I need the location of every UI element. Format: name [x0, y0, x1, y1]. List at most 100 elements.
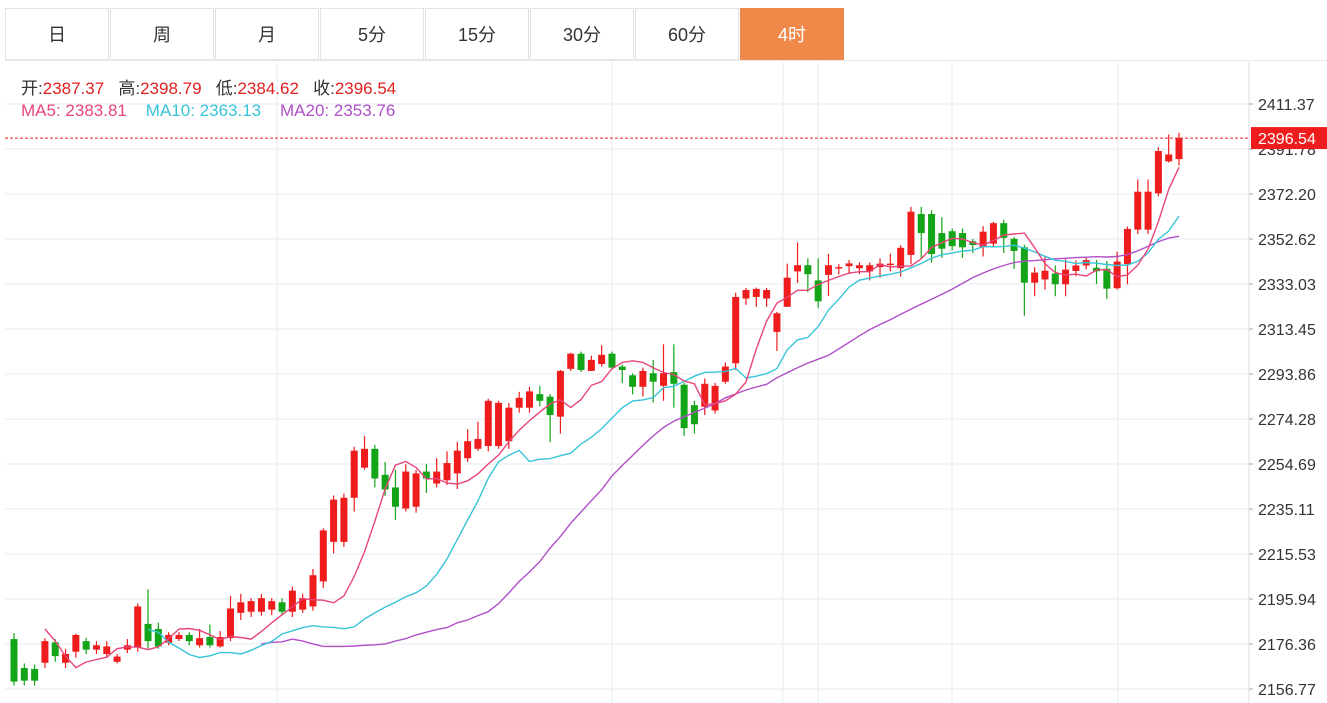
tab-5[interactable]: 30分: [530, 8, 634, 60]
candle-body: [763, 290, 771, 299]
candle-body: [804, 265, 812, 275]
candle-body: [660, 373, 668, 386]
y-tick-label: 2195.94: [1258, 592, 1316, 609]
candle-body: [505, 407, 513, 442]
candle-body: [412, 473, 420, 507]
candle-body: [206, 637, 214, 646]
tab-6[interactable]: 60分: [635, 8, 739, 60]
y-tick-label: 2352.62: [1258, 232, 1316, 249]
candle-body: [62, 654, 70, 663]
ma20-value: 2353.76: [333, 101, 396, 120]
candle-body: [989, 223, 997, 244]
last-price-label: 2396.54: [1258, 131, 1316, 148]
candle-body: [330, 499, 338, 542]
close-label: 收:: [313, 79, 335, 98]
ma5-line: [44, 167, 1180, 669]
candle-body: [464, 441, 472, 459]
y-tick-label: 2235.11: [1258, 502, 1315, 519]
candle-body: [1041, 270, 1049, 280]
candle-body: [154, 628, 162, 647]
ma10-label: MA10:: [145, 101, 195, 120]
candle-body: [928, 213, 936, 254]
candle-body: [257, 598, 265, 612]
candle-body: [979, 231, 987, 248]
candle-body: [237, 602, 245, 613]
y-tick-label: 2156.77: [1258, 682, 1316, 699]
ma20-line: [261, 235, 1180, 648]
candle-body: [639, 370, 647, 387]
candle-body: [1165, 154, 1173, 162]
tab-2[interactable]: 月: [215, 8, 319, 60]
candle-body: [381, 474, 389, 490]
candle-body: [783, 277, 791, 307]
candle-body: [742, 290, 750, 299]
candle-body: [422, 471, 430, 479]
candle-body: [185, 634, 193, 642]
tab-3[interactable]: 5分: [320, 8, 424, 60]
candle-body: [1020, 247, 1028, 283]
candle-body: [113, 656, 121, 662]
candle-body: [175, 634, 183, 640]
candle-body: [495, 402, 503, 447]
y-tick-label: 2411.37: [1258, 97, 1315, 114]
candle-body: [608, 353, 616, 368]
candle-body: [1134, 191, 1142, 230]
candle-body: [907, 211, 915, 255]
candle-body: [371, 448, 379, 479]
high-label: 高:: [118, 79, 141, 98]
candle-body: [1000, 223, 1008, 238]
tab-1[interactable]: 周: [110, 8, 214, 60]
y-tick-label: 2372.20: [1258, 187, 1316, 204]
high-value: 2398.79: [140, 79, 202, 98]
candle-body: [1031, 272, 1039, 283]
tab-0[interactable]: 日: [5, 8, 109, 60]
candle-body: [144, 623, 152, 642]
candle-body: [886, 263, 894, 266]
ohlc-readout: 开:2387.37 高:2398.79 低:2384.62 收:2396.54: [21, 74, 396, 99]
candle-body: [443, 463, 451, 481]
open-value: 2387.37: [42, 79, 105, 98]
candle-body: [453, 450, 461, 474]
candle-body: [876, 263, 884, 268]
candle-body: [340, 497, 348, 542]
ma10-line: [147, 215, 1180, 659]
tab-4[interactable]: 15分: [425, 8, 529, 60]
ma5-label: MA5:: [21, 101, 61, 120]
candle-body: [402, 471, 410, 509]
candle-body: [433, 471, 441, 484]
candle-body: [41, 641, 49, 663]
candle-body: [845, 263, 853, 267]
candle-body: [361, 448, 369, 468]
candle-body: [1103, 268, 1111, 289]
candle-body: [1144, 191, 1152, 230]
candle-body: [134, 606, 142, 648]
candle-body: [309, 575, 317, 607]
candle-body: [536, 394, 544, 401]
candle-body: [835, 267, 843, 269]
tab-7[interactable]: 4时: [740, 8, 844, 60]
candle-body: [20, 668, 28, 681]
candle-body: [629, 375, 637, 387]
y-tick-label: 2254.69: [1258, 457, 1316, 474]
candle-body: [794, 265, 802, 272]
ma20-label: MA20:: [280, 101, 330, 120]
candle-body: [958, 233, 966, 248]
candle-body: [391, 487, 399, 507]
candle-body: [567, 353, 575, 369]
candle-body: [278, 602, 286, 612]
candle-body: [1051, 273, 1059, 285]
candle-body: [31, 668, 39, 681]
ma5-value: 2383.81: [65, 101, 127, 120]
open-label: 开:: [21, 79, 43, 98]
candle-body: [103, 646, 111, 655]
candle-body: [721, 366, 729, 382]
tab-divider: [5, 60, 1327, 61]
y-tick-label: 2293.86: [1258, 367, 1316, 384]
candle-body: [556, 370, 564, 417]
candle-body: [10, 639, 18, 682]
candle-body: [598, 354, 606, 365]
candle-body: [268, 601, 276, 610]
candle-body: [546, 396, 554, 416]
candle-body: [1062, 269, 1070, 285]
candle-body: [752, 288, 760, 297]
